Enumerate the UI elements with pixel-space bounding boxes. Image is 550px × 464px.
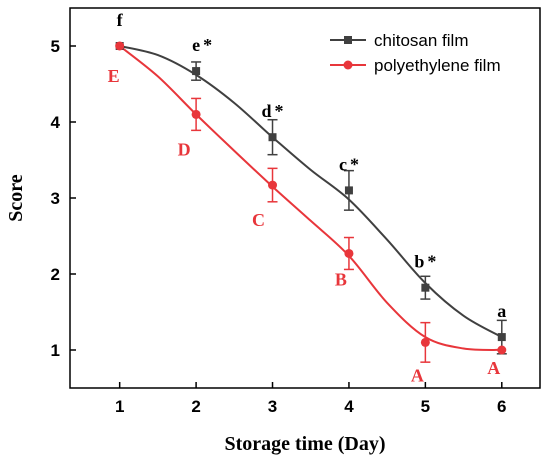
x-tick-label: 3	[268, 397, 277, 416]
polyethylene-point-label: E	[108, 66, 120, 86]
chitosan-significance-mark: *	[203, 35, 212, 55]
y-tick-label: 5	[51, 37, 60, 56]
chitosan-fit-curve	[119, 45, 503, 338]
x-axis-title: Storage time (Day)	[224, 433, 385, 455]
polyethylene-letter: C	[252, 210, 265, 230]
polyethylene-point-label: C	[252, 210, 265, 230]
x-tick-label: 2	[191, 397, 200, 416]
x-tick-label: 4	[344, 397, 354, 416]
chitosan-point-label: e *	[192, 35, 212, 55]
chitosan-point-label: c *	[339, 154, 359, 174]
chitosan-point	[268, 133, 277, 142]
y-tick-label: 4	[51, 113, 61, 132]
y-tick-label: 1	[51, 341, 60, 360]
y-tick-label: 2	[51, 265, 60, 284]
chitosan-letter: b	[414, 252, 424, 272]
x-tick-label: 6	[497, 397, 506, 416]
chitosan-point	[497, 333, 506, 342]
polyethylene-letter: A	[411, 365, 424, 385]
y-axis-title: Score	[5, 174, 27, 222]
chitosan-letter: d	[262, 101, 272, 121]
x-tick-label: 5	[421, 397, 430, 416]
polyethylene-letter: D	[178, 139, 191, 159]
chitosan-point	[421, 283, 430, 292]
chitosan-significance-mark: *	[427, 252, 436, 272]
chitosan-letter: f	[117, 10, 124, 30]
chitosan-letter: a	[497, 301, 506, 321]
polyethylene-point-label: A	[411, 365, 424, 385]
polyethylene-point	[497, 345, 507, 355]
polyethylene-point-label: A	[487, 358, 500, 378]
chitosan-point-label: f	[117, 10, 124, 30]
chitosan-letter: e	[192, 35, 200, 55]
legend-marker-polyethylene	[343, 60, 353, 70]
y-tick-label: 3	[51, 189, 60, 208]
polyethylene-point	[115, 41, 125, 51]
polyethylene-letter: A	[487, 358, 500, 378]
chitosan-point-label: a	[497, 301, 506, 321]
chitosan-point-label: d *	[262, 101, 284, 121]
chitosan-significance-mark: *	[275, 101, 284, 121]
polyethylene-point	[344, 248, 354, 258]
polyethylene-point-label: D	[178, 139, 191, 159]
legend-marker-chitosan	[344, 36, 352, 44]
polyethylene-letter: E	[108, 66, 120, 86]
polyethylene-point	[420, 337, 430, 347]
chitosan-point	[192, 67, 201, 76]
chitosan-letter: c	[339, 154, 347, 174]
polyethylene-fit-curve	[119, 45, 502, 351]
polyethylene-letter: B	[335, 269, 347, 289]
legend-label-polyethylene: polyethylene film	[374, 56, 501, 75]
chitosan-point-label: b *	[414, 252, 436, 272]
polyethylene-point	[268, 180, 278, 190]
polyethylene-point-label: B	[335, 269, 347, 289]
legend-label-chitosan: chitosan film	[374, 31, 468, 50]
chitosan-point	[344, 186, 353, 195]
polyethylene-point	[191, 109, 201, 119]
x-tick-label: 1	[115, 397, 124, 416]
chitosan-significance-mark: *	[350, 154, 359, 174]
